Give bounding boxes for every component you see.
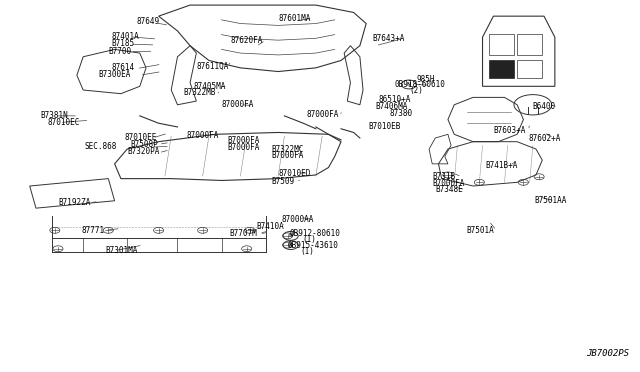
Text: JB7002PS: JB7002PS	[586, 350, 629, 359]
Text: 87000AA: 87000AA	[281, 215, 314, 224]
Text: 0B915-43610: 0B915-43610	[287, 241, 339, 250]
Text: 87000FA: 87000FA	[221, 100, 254, 109]
Text: B7322MB: B7322MB	[184, 89, 216, 97]
Text: B7381N: B7381N	[40, 111, 68, 121]
Text: B7509: B7509	[272, 177, 295, 186]
Text: B7320PA: B7320PA	[127, 147, 159, 156]
Text: 87010EC: 87010EC	[47, 118, 79, 127]
Text: 87010ED: 87010ED	[278, 169, 310, 177]
Text: 87380: 87380	[390, 109, 413, 118]
Text: B7300EA: B7300EA	[99, 70, 131, 79]
Text: B731B: B731B	[432, 172, 455, 181]
Text: B7410A: B7410A	[256, 222, 284, 231]
Text: N: N	[289, 233, 293, 238]
Text: 87601MA: 87601MA	[278, 13, 310, 22]
Text: B7406MA: B7406MA	[375, 102, 407, 111]
Text: 87010EE: 87010EE	[124, 133, 156, 142]
Text: B7000FA: B7000FA	[272, 151, 304, 160]
Text: 87620FA: 87620FA	[231, 36, 263, 45]
Text: N: N	[407, 82, 411, 87]
Text: N: N	[289, 243, 293, 248]
Text: B6400: B6400	[533, 102, 556, 111]
Bar	[517, 60, 543, 78]
Text: 87602+A: 87602+A	[529, 134, 561, 142]
Text: 87614: 87614	[111, 63, 134, 72]
Text: 0B912-80610: 0B912-80610	[289, 229, 340, 238]
Text: 86510+A: 86510+A	[379, 95, 411, 104]
Text: B7000FA: B7000FA	[228, 137, 260, 145]
Text: B7501A: B7501A	[467, 226, 495, 235]
Text: B7010EB: B7010EB	[368, 122, 401, 131]
Text: B7301MA: B7301MA	[105, 246, 138, 255]
Text: 985H: 985H	[417, 75, 435, 84]
Text: 87000FA: 87000FA	[187, 131, 220, 140]
Text: (1): (1)	[303, 235, 317, 244]
Bar	[489, 60, 514, 78]
Text: B7707M: B7707M	[230, 229, 257, 238]
Text: B7000FA: B7000FA	[228, 143, 260, 152]
Text: B7603+A: B7603+A	[493, 126, 525, 135]
Text: 87771: 87771	[82, 226, 105, 235]
Text: 87611QA: 87611QA	[196, 61, 228, 71]
Bar	[489, 34, 514, 55]
Text: B7508P: B7508P	[131, 140, 158, 149]
Text: B7185: B7185	[111, 39, 134, 48]
Text: B7000FA: B7000FA	[432, 179, 465, 188]
Text: B7322MC: B7322MC	[272, 145, 304, 154]
Text: 87401A: 87401A	[111, 32, 140, 41]
Text: 87000FA: 87000FA	[307, 109, 339, 119]
Text: 87649: 87649	[136, 17, 160, 26]
Text: B7192ZA: B7192ZA	[58, 198, 90, 207]
Text: (1): (1)	[301, 247, 315, 256]
Text: SEC.868: SEC.868	[84, 142, 116, 151]
Text: B7348E: B7348E	[435, 185, 463, 194]
Bar	[517, 34, 543, 55]
Text: (2): (2)	[409, 86, 423, 95]
Text: B741B+A: B741B+A	[486, 161, 518, 170]
Text: B7501AA: B7501AA	[535, 196, 567, 205]
Text: 0B918-60610: 0B918-60610	[394, 80, 445, 89]
Text: B7643+A: B7643+A	[372, 34, 405, 43]
Text: B7700: B7700	[108, 47, 131, 56]
Text: 87405MA: 87405MA	[193, 82, 225, 91]
